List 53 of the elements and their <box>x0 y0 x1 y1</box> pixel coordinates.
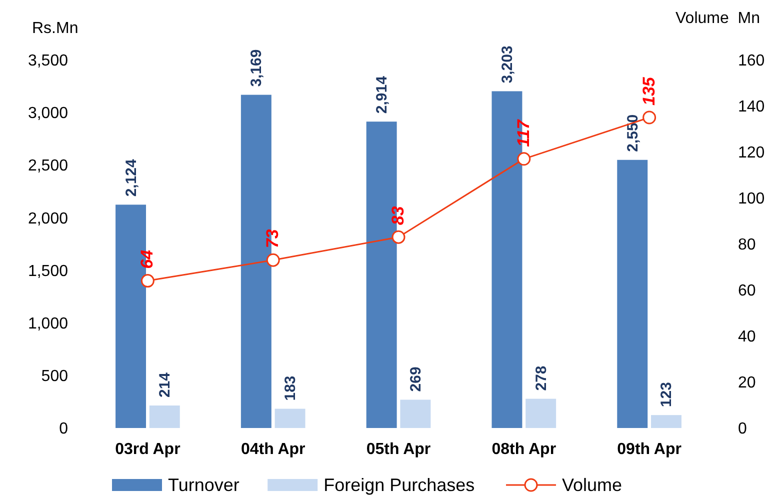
point <box>517 152 531 166</box>
data-label: 3,169 <box>248 49 266 87</box>
bar <box>526 398 556 428</box>
legend-label: Volume <box>562 475 622 495</box>
data-label: 64 <box>138 249 157 269</box>
bar <box>650 415 682 428</box>
data-label: 269 <box>407 366 424 392</box>
bar <box>149 406 180 428</box>
data-label: 73 <box>263 228 282 248</box>
data-label: 278 <box>532 366 550 391</box>
data-label: 183 <box>282 376 300 401</box>
data-label: 123 <box>658 382 676 408</box>
data-label: 2,124 <box>122 158 140 197</box>
y-tick-label: 3,000 <box>28 105 68 122</box>
y-tick-label: 2,500 <box>28 158 68 175</box>
y2-tick-label: 20 <box>738 374 756 392</box>
legend-label: Foreign Purchases <box>324 475 475 495</box>
y2-tick-label: 80 <box>738 236 756 254</box>
x-tick-label: 03rd Apr <box>115 441 180 458</box>
x-tick-label: 09th Apr <box>617 441 682 458</box>
y2-tick-label: 120 <box>738 144 765 162</box>
y2-tick-label: 100 <box>738 190 765 208</box>
y-tick-label: 2,000 <box>28 210 68 228</box>
data-label: 117 <box>514 118 533 147</box>
data-label: 214 <box>156 372 174 398</box>
data-label: 3,203 <box>498 46 516 84</box>
x-tick-label: 08th Apr <box>492 441 556 458</box>
y-tick-label: 3,500 <box>28 52 68 70</box>
y-tick-label: 1,500 <box>28 262 68 280</box>
data-label: 135 <box>639 76 658 106</box>
point <box>642 110 656 124</box>
data-label: 83 <box>388 206 408 226</box>
point <box>140 274 154 288</box>
bar <box>400 400 431 428</box>
y-tick-label: 1,000 <box>28 315 68 332</box>
bar <box>274 408 306 428</box>
y2-axis-title: Volume Mn <box>676 10 760 27</box>
y2-tick-label: 0 <box>738 420 747 438</box>
y2-tick-label: 160 <box>738 52 765 70</box>
data-label: 2,550 <box>624 114 642 152</box>
y2-tick-label: 60 <box>738 282 756 300</box>
data-label: 2,914 <box>374 75 391 114</box>
legend-label: Turnover <box>168 475 240 495</box>
point <box>392 230 406 244</box>
bar <box>617 160 648 428</box>
y2-tick-label: 40 <box>738 328 756 346</box>
x-tick-label: 05th Apr <box>366 441 431 458</box>
y-tick-label: 500 <box>41 368 68 386</box>
y-tick-label: 0 <box>59 420 68 438</box>
y-axis-title: Rs.Mn <box>32 20 78 37</box>
x-tick-label: 04th Apr <box>240 441 306 458</box>
point <box>266 253 280 267</box>
y2-tick-label: 140 <box>738 98 765 116</box>
